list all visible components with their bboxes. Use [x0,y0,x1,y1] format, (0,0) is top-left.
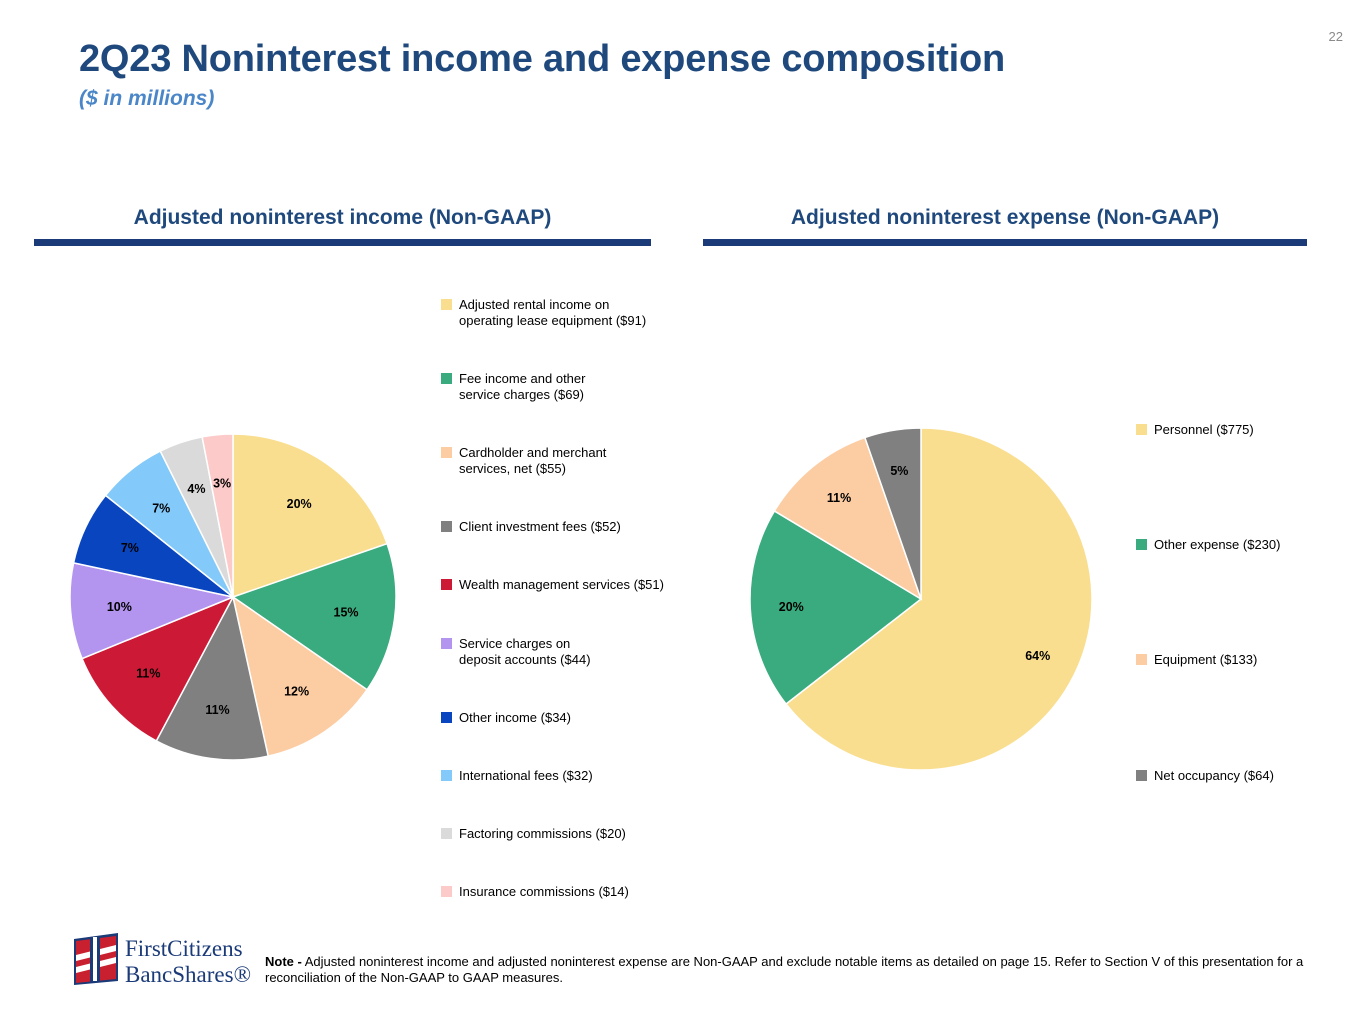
expense-slice-label-2: 20% [779,600,804,614]
income-slice-label-4: 11% [205,703,229,717]
expense-legend-label: Personnel ($775) [1154,422,1254,437]
income-legend-swatch [441,886,452,897]
income-legend-swatch [441,638,452,649]
income-legend-label: Client investment fees ($52) [459,519,621,534]
income-legend-item: Other income ($34) [441,710,571,726]
income-pie-slice-5 [81,595,235,742]
expense-chart-title: Adjusted noninterest expense (Non-GAAP) [790,206,1220,229]
income-legend-label: Service charges on deposit accounts ($44… [459,636,591,667]
income-slice-label-10: 3% [213,476,231,490]
income-legend-label: Fee income and other service charges ($6… [459,371,586,402]
income-legend-item: International fees ($32) [441,768,593,784]
footnote: Note - Adjusted noninterest income and a… [265,954,1340,986]
income-legend-item: Factoring commissions ($20) [441,826,626,842]
income-slice-label-8: 7% [152,501,170,515]
footnote-label: Note - [265,954,302,969]
income-title-rule [34,239,651,246]
income-legend-item: Insurance commissions ($14) [441,884,629,900]
expense-legend-swatch [1136,654,1147,665]
income-legend-item: Service charges on deposit accounts ($44… [441,636,591,668]
footnote-text: Adjusted noninterest income and adjusted… [265,954,1304,985]
expense-pie-slice-3 [773,436,923,601]
expense-legend-item: Equipment ($133) [1136,652,1257,668]
income-pie-slice-6 [69,562,236,660]
expense-legend-swatch [1136,539,1147,550]
expense-legend-swatch [1136,770,1147,781]
income-legend-item: Cardholder and merchant services, net ($… [441,445,606,477]
expense-legend-item: Net occupancy ($64) [1136,768,1274,784]
income-slice-label-1: 20% [287,497,312,511]
page-subtitle: ($ in millions) [79,87,215,110]
expense-legend-swatch [1136,424,1147,435]
expense-title-rule [703,239,1307,246]
income-pie-slice-3 [231,595,369,758]
income-slice-label-5: 11% [136,666,160,680]
income-slice-label-6: 10% [107,600,132,614]
income-legend-label: Wealth management services ($51) [459,577,664,592]
income-slice-label-9: 4% [187,482,205,496]
first-citizens-logo: FirstCitizens BancShares® [70,931,255,989]
expense-legend-label: Equipment ($133) [1154,652,1258,667]
income-legend-swatch [441,373,452,384]
income-pie-chart: 20% 15% 12% 11% 11% 10% 7% 7% 4% 3% [69,433,397,761]
income-legend-item: Adjusted rental income on operating leas… [441,297,646,329]
income-legend-swatch [441,712,452,723]
income-legend-label: Factoring commissions ($20) [459,826,626,841]
income-legend-label: Adjusted rental income on operating leas… [459,297,647,328]
income-legend-swatch [441,299,452,310]
logo-wordmark-line1: FirstCitizens [125,936,243,961]
expense-pie-chart: 64% 20% 11% 5% [749,427,1093,771]
income-legend-swatch [441,521,452,532]
logo-wordmark-line2: BancShares® [125,962,252,987]
income-slice-label-3: 12% [284,685,309,699]
income-legend-label: International fees ($32) [459,768,593,783]
expense-slice-label-4: 5% [890,464,908,478]
income-legend-item: Fee income and other service charges ($6… [441,371,585,403]
income-pie-slice-10 [201,433,234,598]
expense-slice-label-1: 64% [1025,649,1050,663]
income-legend-swatch [441,579,452,590]
expense-legend-label: Net occupancy ($64) [1154,768,1274,783]
income-legend-item: Client investment fees ($52) [441,519,621,535]
expense-pie-slice-4 [863,427,922,600]
expense-pie-slice-1 [784,427,1093,771]
income-legend-swatch [441,447,452,458]
income-legend-label: Insurance commissions ($14) [459,884,629,899]
income-legend-swatch [441,770,452,781]
income-legend-label: Other income ($34) [459,710,571,725]
income-legend-item: Wealth management services ($51) [441,577,664,593]
income-chart-title: Adjusted noninterest income (Non-GAAP) [133,206,552,229]
income-legend-label: Cardholder and merchant services, net ($… [459,445,607,476]
expense-legend-item: Other expense ($230) [1136,537,1280,553]
expense-legend-label: Other expense ($230) [1154,537,1281,552]
income-slice-label-2: 15% [334,605,359,619]
expense-pie-slice-2 [749,509,923,706]
income-pie-slice-2 [231,542,397,691]
page-title: 2Q23 Noninterest income and expense comp… [79,38,1006,80]
income-slice-label-7: 7% [121,541,139,555]
expense-slice-label-3: 11% [827,491,851,505]
income-legend-swatch [441,828,452,839]
income-pie-slice-4 [155,594,270,761]
expense-legend-item: Personnel ($775) [1136,422,1254,438]
flag-logo-icon [74,933,118,985]
page-number: 22 [1328,29,1343,44]
